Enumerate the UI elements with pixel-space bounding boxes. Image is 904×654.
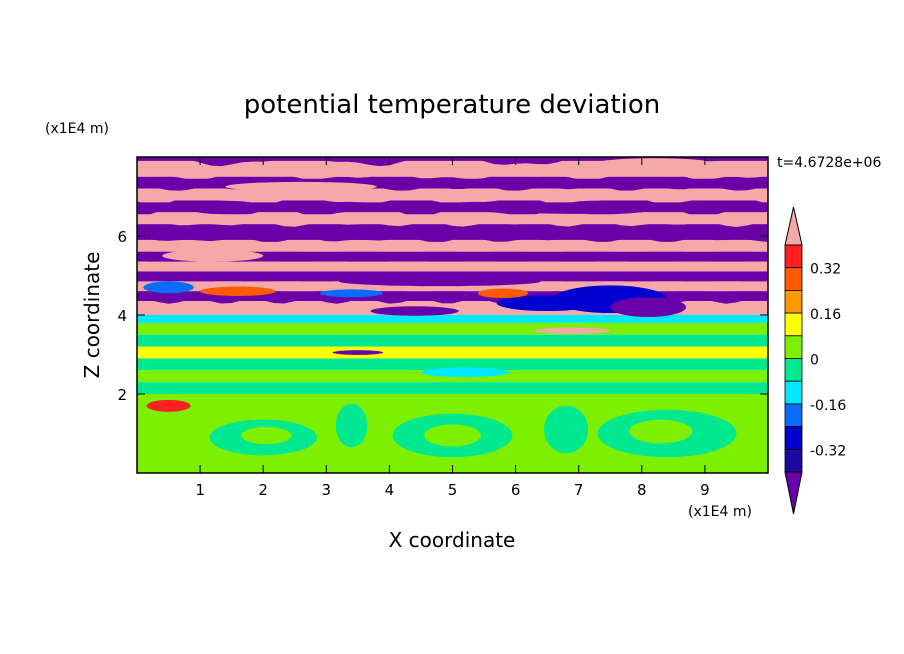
field-feature (338, 276, 541, 287)
field-feature (477, 288, 529, 299)
colorbar-label: 0.32 (810, 262, 841, 278)
colorbar-over-triangle (784, 206, 803, 246)
field-band (137, 315, 768, 323)
field-band-edge (137, 166, 768, 181)
field-band (137, 382, 768, 394)
field-feature (496, 457, 573, 473)
field-band-edge (137, 261, 768, 274)
colorbar-segment (784, 289, 803, 314)
field-feature (597, 158, 712, 168)
colorbar-label: -0.16 (810, 398, 846, 414)
colorbar-segment (784, 380, 803, 405)
chart-title: potential temperature deviation (244, 90, 660, 120)
x-axis-unit: (x1E4 m) (688, 504, 752, 520)
colorbar-label: -0.32 (810, 443, 846, 459)
y-axis: 2 4 6 (117, 228, 768, 404)
x-tick-label: 9 (700, 481, 710, 499)
field-feature (335, 403, 368, 448)
field-feature (370, 306, 459, 316)
field-feature (490, 202, 668, 214)
field-band (137, 322, 768, 335)
colorbar-segment (784, 358, 803, 382)
field-feature (534, 327, 611, 334)
field-feature (610, 297, 686, 317)
field-band-edge (137, 190, 768, 205)
colorbar-label: 0.16 (810, 307, 841, 323)
y-axis-label: Z coordinate (80, 252, 104, 379)
field-band (137, 334, 768, 347)
x-tick-label: 6 (511, 481, 521, 499)
x-tick-label: 8 (637, 481, 647, 499)
field-feature (143, 281, 194, 294)
field-band-edge (137, 214, 768, 227)
colorbar-segment (784, 335, 803, 359)
y-tick-label: 6 (117, 228, 127, 246)
y-axis-unit: (x1E4 m) (45, 121, 109, 137)
colorbar-segment (784, 403, 803, 427)
colorbar-label: 0 (810, 353, 819, 369)
x-tick-label: 7 (574, 481, 584, 499)
field-band-edge (144, 157, 768, 167)
field-band-edge (137, 241, 768, 257)
x-tick-label: 2 (258, 481, 268, 499)
field-feature (424, 424, 481, 447)
field-feature (420, 367, 510, 378)
plot-area (137, 157, 768, 473)
field-feature (225, 181, 377, 192)
x-tick-label: 5 (448, 481, 458, 499)
colorbar-under-triangle (784, 471, 803, 515)
x-tick-label: 1 (195, 481, 205, 499)
field-feature (162, 249, 264, 262)
colorbar-segment (784, 267, 803, 291)
field-band (137, 358, 768, 371)
field-feature (200, 286, 276, 297)
field-feature (241, 426, 292, 445)
y-tick-label: 2 (117, 386, 127, 404)
field-band (137, 346, 768, 359)
field-feature (543, 405, 589, 454)
time-label: t=4.6728e+06 (777, 155, 881, 171)
field-feature (332, 350, 384, 355)
colorbar-segment (784, 244, 803, 269)
x-tick-label: 3 (322, 481, 332, 499)
y-tick-label: 4 (117, 307, 127, 325)
field-band-edge (137, 230, 768, 243)
colorbar: 0.32 0.16 0 -0.16 -0.32 (784, 206, 846, 515)
field-feature (319, 289, 384, 298)
x-tick-label: 4 (385, 481, 395, 499)
colorbar-segment (784, 448, 803, 473)
field-feature (496, 295, 598, 312)
x-axis-label: X coordinate (389, 528, 516, 552)
colorbar-segment (784, 426, 803, 450)
field-feature (629, 419, 693, 444)
field-feature (146, 399, 191, 412)
colorbar-segment (784, 312, 803, 337)
x-axis: 1 2 3 4 5 6 7 8 9 (195, 157, 710, 499)
